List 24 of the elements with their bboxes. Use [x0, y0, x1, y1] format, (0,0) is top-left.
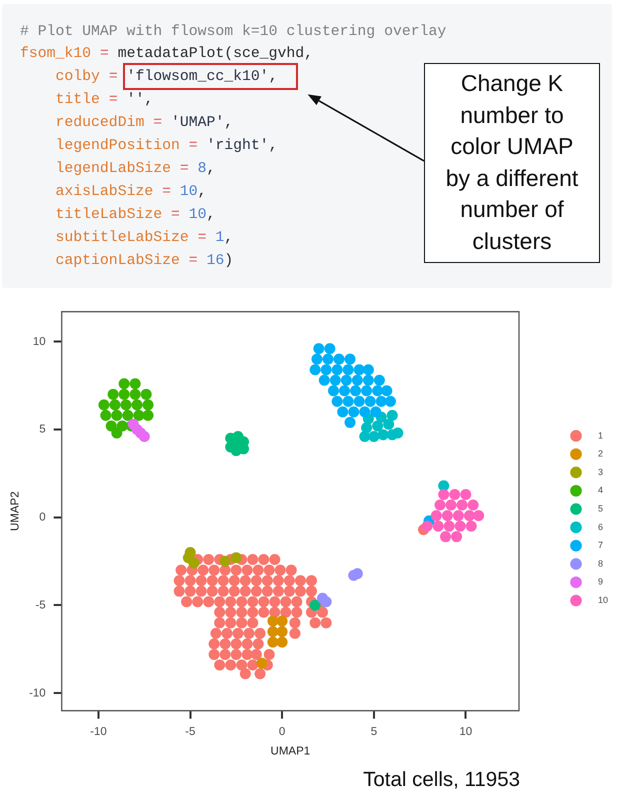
y-tick-label: 10 — [32, 336, 46, 348]
x-axis-title: UMAP1 — [270, 745, 310, 758]
legend-label: 9 — [598, 576, 604, 587]
legend-label: 6 — [598, 522, 604, 532]
y-tick-label: -5 — [35, 599, 46, 612]
legend-label: 2 — [598, 448, 604, 459]
x-tick-label: 5 — [370, 726, 378, 738]
text: Total cells, 11953 — [363, 768, 520, 792]
legend-label: 5 — [598, 504, 604, 514]
legend-label: 8 — [598, 558, 604, 568]
y-axis-title: UMAP2 — [9, 491, 22, 532]
legend-label: 4 — [598, 485, 604, 496]
y-tick-label: 0 — [39, 512, 46, 524]
y-tick-label: 5 — [39, 424, 46, 436]
legend-label: 1 — [598, 430, 604, 440]
legend-label: 7 — [598, 540, 604, 550]
x-tick-label: 10 — [459, 726, 472, 738]
x-tick-label: -5 — [185, 726, 196, 738]
y-tick-label: -10 — [29, 687, 46, 700]
legend-label: 10 — [598, 595, 608, 606]
x-tick-label: 0 — [278, 726, 286, 738]
legend-label: 3 — [598, 466, 604, 477]
callout-box: Change K number to color UMAP by a different number of clusters — [424, 62, 600, 264]
x-tick-label: -10 — [90, 726, 107, 738]
